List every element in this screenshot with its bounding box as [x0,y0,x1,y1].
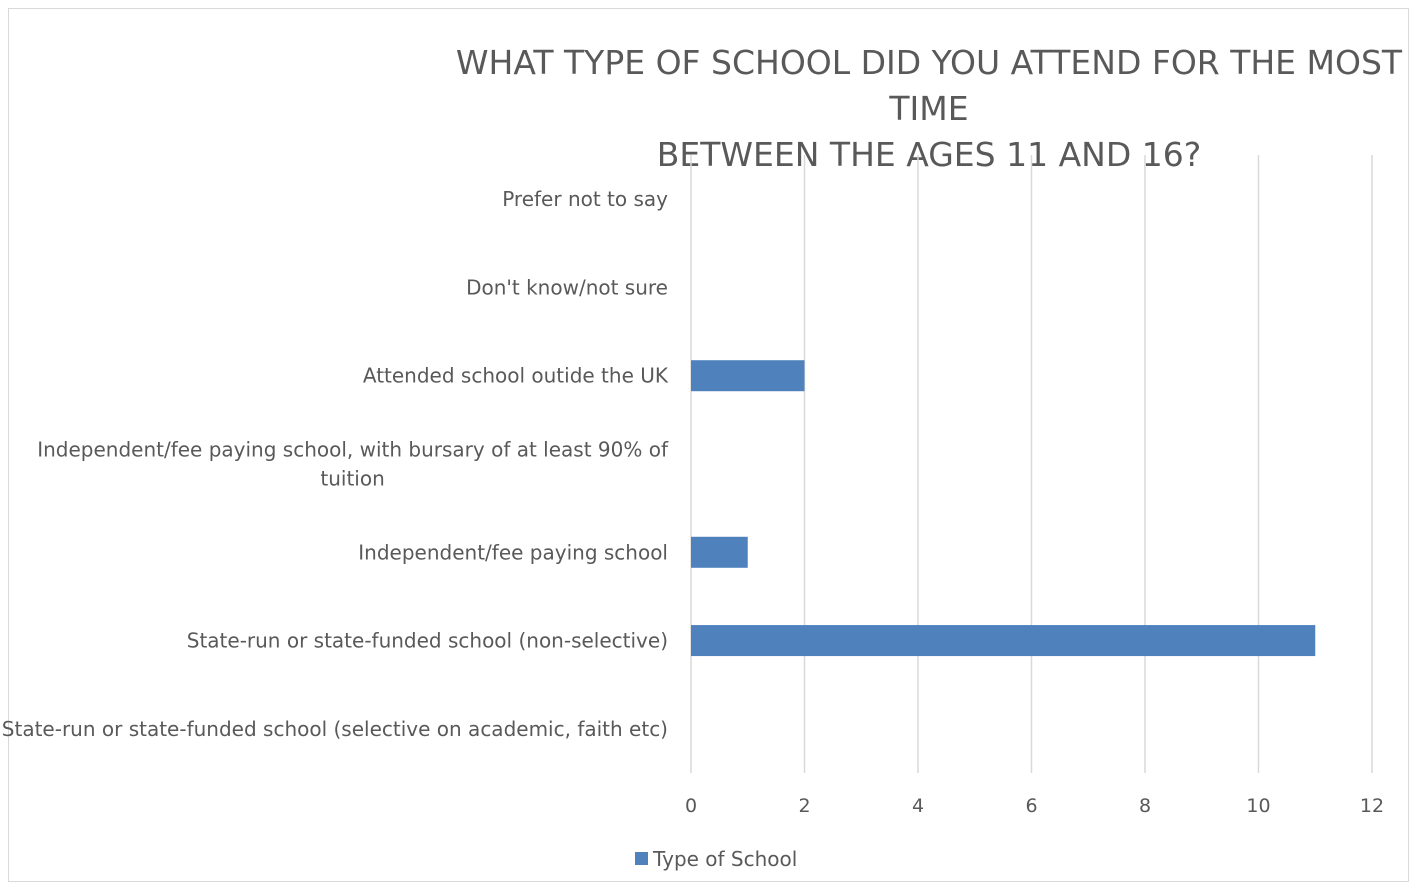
category-label-line: Independent/fee paying school [358,540,668,564]
x-tick-label: 8 [1139,795,1151,817]
legend-label: Type of School [652,847,797,871]
bars [691,360,1316,657]
x-tick-label: 10 [1246,795,1270,817]
bar [691,625,1316,657]
category-label-line: Don't know/not sure [466,275,668,299]
x-tick-label: 4 [912,795,924,817]
category-label: Attended school outide the UK [363,364,669,388]
x-tick-labels: 0 2 4 6 8 10 12 [685,795,1384,817]
x-tick-label: 12 [1360,795,1384,817]
bar [691,536,748,568]
category-label: State-run or state-funded school (non-se… [187,629,668,653]
gridlines [690,155,1373,773]
category-label: Independent/fee paying school, with burs… [37,438,669,491]
chart-title: WHAT TYPE OF SCHOOL DID YOU ATTEND FOR T… [440,40,1418,178]
bar [691,360,805,392]
category-label-line: tuition [320,467,384,491]
x-tick-label: 6 [1025,795,1037,817]
x-tick-label: 0 [685,795,697,817]
category-label-line: Independent/fee paying school, with burs… [37,438,669,462]
category-label: Don't know/not sure [466,275,668,299]
category-label-line: State-run or state-funded school (select… [2,717,668,741]
category-label: Prefer not to say [502,187,668,211]
category-label: State-run or state-funded school (select… [2,717,668,741]
legend-swatch [635,852,648,865]
chart-title-line-2: BETWEEN THE AGES 11 AND 16? [656,135,1202,174]
category-labels: Prefer not to say Don't know/not sure Atte… [2,187,669,741]
legend: Type of School [635,847,797,871]
category-label: Independent/fee paying school [358,540,668,564]
category-label-line: Attended school outide the UK [363,364,669,388]
category-label-line: Prefer not to say [502,187,668,211]
chart-frame [8,8,1409,882]
chart-title-line-1: WHAT TYPE OF SCHOOL DID YOU ATTEND FOR T… [455,43,1403,128]
category-label-line: State-run or state-funded school (non-se… [187,629,668,653]
x-tick-label: 2 [798,795,810,817]
